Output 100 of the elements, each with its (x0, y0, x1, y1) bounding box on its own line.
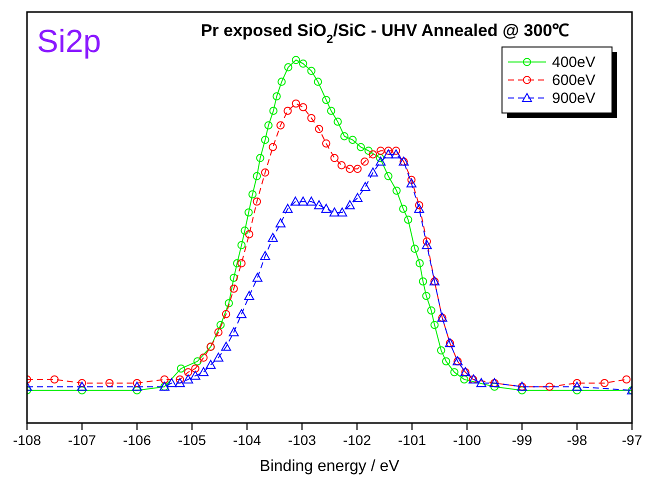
point (268, 143, 277, 152)
chart-title: Pr exposed SiO$_{2}$/SiC - UHV Annealed @ 300℃ (200, 21, 570, 46)
point (292, 99, 300, 108)
point (450, 368, 458, 376)
x-tick-label: -106 (122, 432, 152, 448)
point (166, 378, 177, 388)
point (437, 346, 446, 354)
point (50, 375, 59, 384)
point (276, 121, 285, 130)
point (191, 364, 200, 373)
point (282, 204, 293, 213)
point (376, 146, 385, 155)
legend-label: 400eV (552, 54, 596, 71)
point (290, 196, 300, 206)
point (322, 96, 330, 104)
point (260, 251, 270, 260)
point (572, 382, 582, 391)
legend-label: 900eV (552, 90, 596, 107)
x-tick-label: -100 (452, 432, 482, 448)
point (190, 370, 200, 380)
point (364, 146, 373, 155)
point (78, 378, 86, 388)
point (476, 378, 486, 388)
point (284, 106, 292, 115)
point (422, 292, 430, 300)
point (322, 139, 330, 148)
x-tick-label: -98 (566, 432, 588, 448)
point (268, 232, 278, 242)
point (236, 309, 246, 318)
point (352, 192, 363, 202)
point (334, 118, 342, 126)
point (384, 172, 392, 180)
point (346, 164, 354, 173)
point (314, 200, 324, 210)
point (572, 378, 582, 388)
point (132, 378, 142, 388)
x-tick-label: -99 (512, 432, 532, 448)
point (278, 78, 286, 86)
point (240, 226, 249, 235)
point (622, 375, 631, 384)
point (237, 259, 246, 268)
point (256, 154, 264, 162)
point (216, 320, 225, 330)
point (174, 378, 185, 388)
point (321, 204, 332, 213)
point (228, 327, 239, 336)
x-tick-label: -103 (288, 432, 316, 448)
x-tick-label: -105 (178, 432, 206, 448)
point (360, 182, 370, 192)
point (160, 375, 169, 384)
point (298, 196, 308, 206)
point (383, 149, 394, 158)
point (222, 310, 230, 318)
point (416, 259, 424, 268)
point (410, 244, 419, 253)
point (337, 207, 348, 216)
point (307, 66, 316, 75)
point (78, 386, 86, 394)
point (77, 382, 87, 391)
point (399, 204, 408, 213)
point (338, 161, 346, 170)
point (414, 204, 424, 213)
x-tick-label: -108 (12, 432, 42, 448)
point (233, 259, 242, 268)
point (237, 241, 246, 250)
text: Si2p (37, 23, 102, 59)
point (418, 277, 428, 286)
point (415, 201, 424, 210)
point (292, 56, 300, 64)
point (327, 106, 336, 115)
point (221, 342, 232, 351)
point (314, 124, 324, 134)
point (422, 237, 431, 246)
point (406, 178, 416, 188)
point (314, 78, 322, 86)
point (368, 150, 378, 158)
point (392, 146, 400, 155)
point (272, 92, 281, 100)
point (404, 216, 412, 224)
point (261, 136, 270, 144)
point (132, 386, 142, 394)
point (264, 121, 273, 130)
point (252, 272, 262, 282)
point (376, 156, 386, 166)
point (407, 176, 416, 184)
point (344, 200, 355, 210)
point (252, 172, 261, 180)
x-tick-label: -97 (622, 432, 642, 448)
point (252, 197, 261, 206)
point (183, 374, 194, 384)
point (306, 196, 316, 206)
point (299, 60, 308, 68)
point (340, 132, 348, 140)
point (427, 306, 436, 315)
point (572, 386, 582, 394)
point (422, 240, 432, 250)
point (198, 367, 209, 376)
point (490, 382, 499, 391)
point (545, 382, 554, 391)
point (391, 149, 402, 158)
